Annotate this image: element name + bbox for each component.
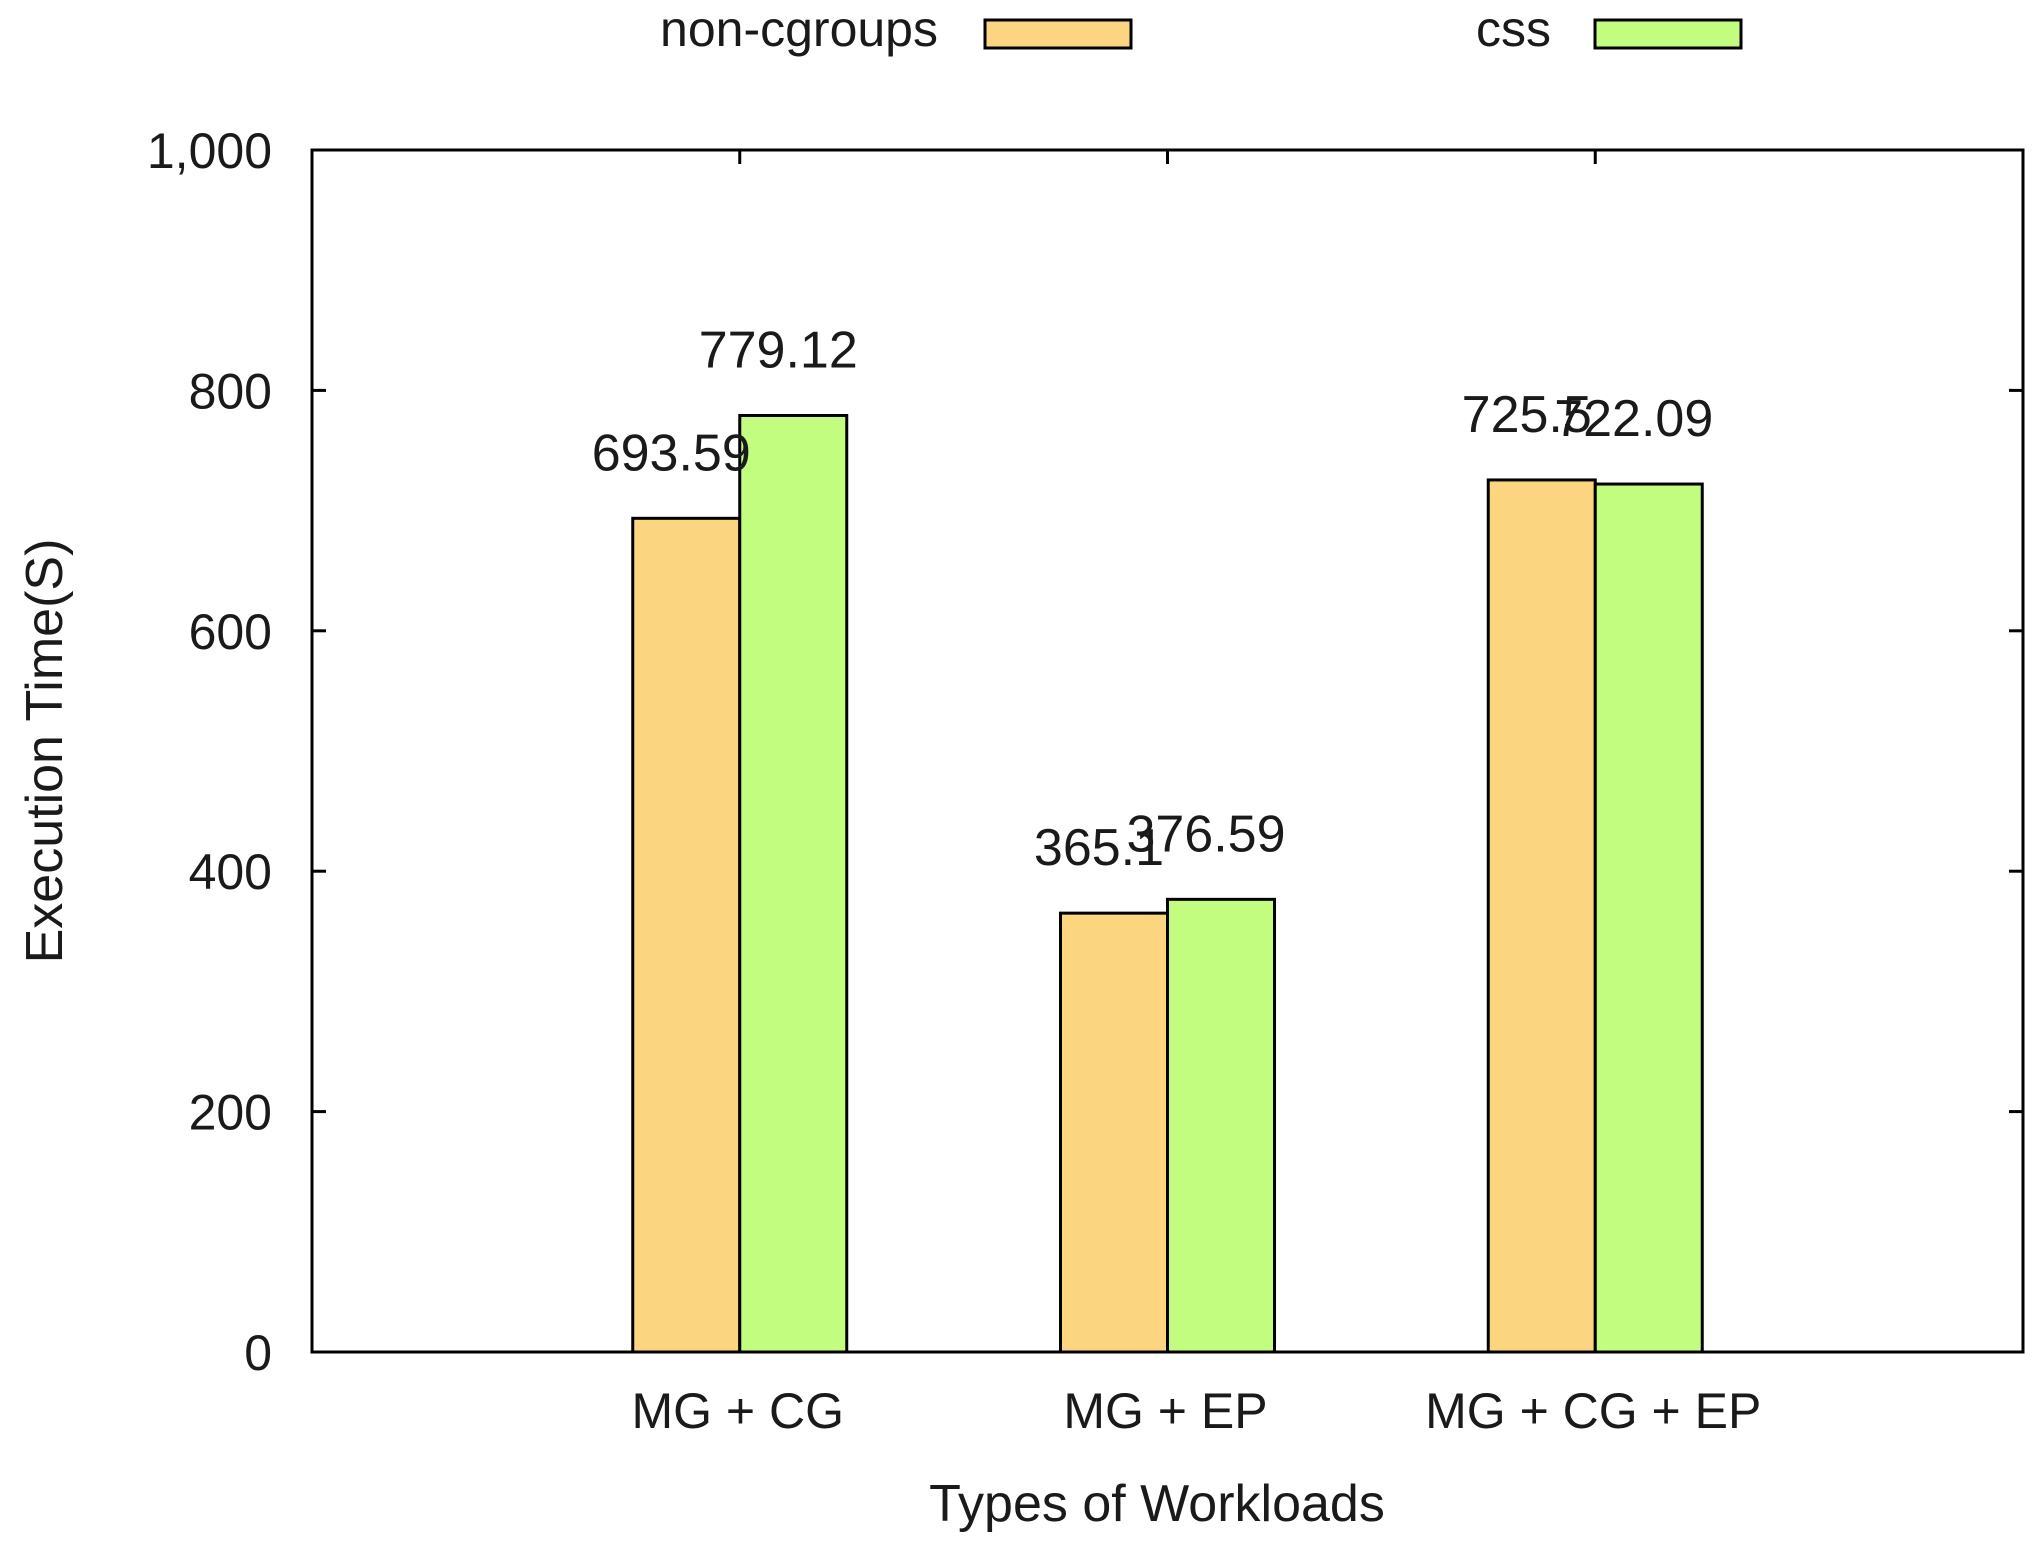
legend-label-css: css [1476, 1, 1551, 57]
legend-swatch-non-cgroups [983, 18, 1133, 50]
data-label-non-cgroups-2: 725.5 [1462, 386, 1592, 444]
bar-css-1 [1166, 897, 1276, 1354]
bar-non-cgroups-1 [1059, 911, 1169, 1354]
y-tick-label: 800 [189, 363, 272, 419]
data-label-non-cgroups-0: 693.59 [592, 424, 751, 482]
data-label-css-2: 722.09 [1554, 390, 1713, 448]
bar-css-2 [1593, 482, 1704, 1354]
x-tick-label: MG + EP [1063, 1383, 1267, 1439]
bar-non-cgroups-0 [631, 516, 742, 1354]
data-label-non-cgroups-1: 365.1 [1034, 819, 1164, 877]
data-label-css-1: 376.59 [1126, 805, 1285, 863]
legend-label-non-cgroups: non-cgroups [660, 1, 938, 57]
legend-swatch-css [1593, 18, 1743, 50]
y-tick-label: 0 [244, 1325, 272, 1381]
bar-non-cgroups-2 [1486, 478, 1597, 1354]
y-tick-label: 1,000 [147, 123, 272, 179]
legend: non-cgroups css [660, 1, 1743, 57]
x-tick-label: MG + CG [631, 1383, 844, 1439]
x-axis-title: Types of Workloads [929, 1475, 1385, 1533]
data-label-css-0: 779.12 [699, 321, 858, 379]
y-tick-label: 200 [189, 1085, 272, 1141]
x-axis-ticks: MG + CG MG + EP MG + CG + EP [631, 150, 1761, 1439]
y-axis-ticks: 0 200 400 600 800 1,000 [147, 123, 2023, 1381]
y-tick-label: 400 [189, 844, 272, 900]
x-tick-label: MG + CG + EP [1425, 1383, 1761, 1439]
y-axis-title: Execution Time(S) [16, 539, 74, 964]
bars [631, 413, 1704, 1354]
y-tick-label: 600 [189, 604, 272, 660]
bar-css-0 [738, 413, 849, 1354]
